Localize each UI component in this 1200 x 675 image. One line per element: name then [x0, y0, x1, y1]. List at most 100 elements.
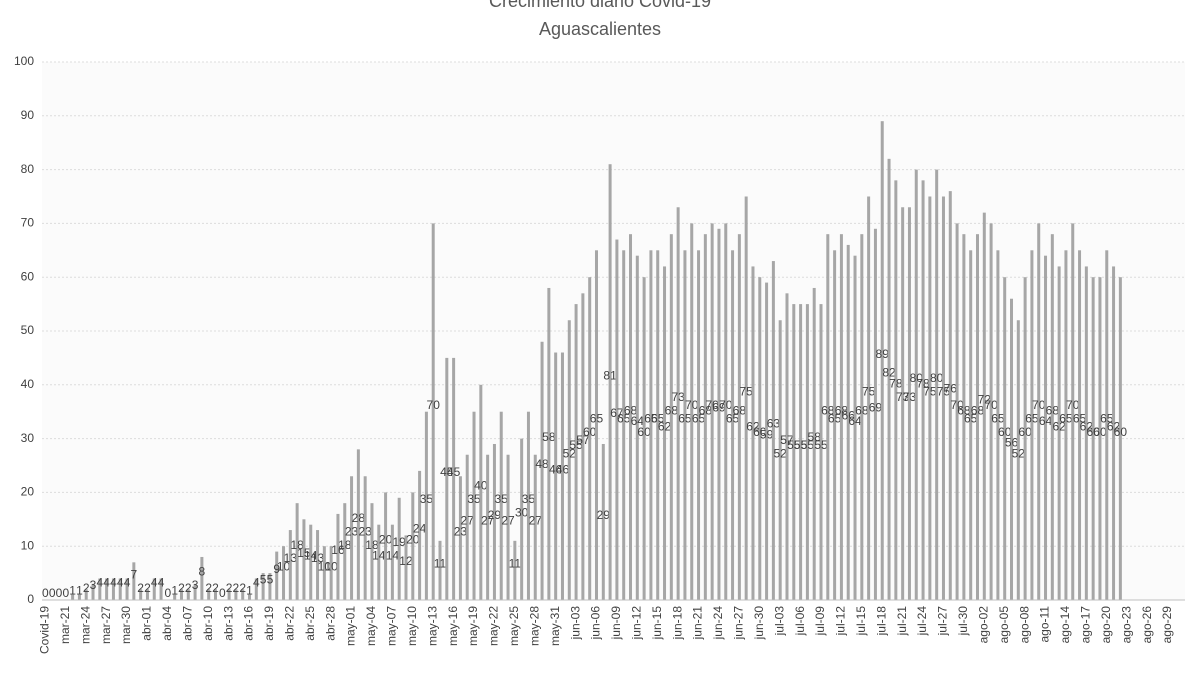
data-label: 70 — [984, 398, 998, 412]
bar — [424, 411, 428, 600]
bar — [955, 223, 959, 600]
x-tick-label: abr-04 — [160, 606, 174, 641]
data-label: 57 — [576, 433, 590, 447]
bar — [404, 535, 408, 600]
data-label: 11 — [434, 557, 447, 571]
bar — [520, 438, 524, 600]
data-label: 2 — [239, 581, 246, 595]
data-label: 69 — [869, 401, 883, 415]
bar — [731, 250, 735, 601]
x-tick-label: jul-24 — [915, 606, 929, 637]
x-tick-label: abr-28 — [323, 606, 337, 641]
data-label: 40 — [474, 479, 488, 493]
data-label: 75 — [923, 384, 937, 398]
bar — [363, 476, 367, 600]
bar — [588, 277, 592, 600]
bar — [819, 304, 823, 600]
bar — [322, 546, 326, 600]
data-label: 18 — [365, 538, 379, 552]
bar — [853, 255, 857, 600]
data-label: 23 — [345, 524, 359, 538]
y-tick-label: 90 — [21, 108, 35, 122]
data-label: 0 — [42, 586, 49, 600]
bar — [601, 443, 605, 600]
bar — [1030, 250, 1034, 601]
data-label: 27 — [481, 514, 495, 528]
x-tick-label: may-25 — [507, 606, 521, 646]
x-tick-label: may-04 — [364, 606, 378, 646]
data-label: 4 — [151, 575, 158, 589]
bar — [880, 121, 884, 601]
bar — [213, 589, 217, 600]
data-label: 52 — [774, 446, 788, 460]
data-label: 35 — [420, 492, 434, 506]
bar — [642, 277, 646, 600]
data-label: 27 — [529, 514, 543, 528]
bar — [914, 169, 918, 600]
data-label: 57 — [780, 433, 794, 447]
bar — [288, 530, 292, 600]
data-label: 2 — [185, 581, 192, 595]
bar — [785, 293, 789, 600]
data-label: 70 — [427, 398, 441, 412]
data-label: 80 — [930, 371, 944, 385]
x-tick-label: abr-07 — [180, 606, 194, 641]
data-label: 80 — [910, 371, 924, 385]
data-label: 52 — [1012, 446, 1026, 460]
data-label: 4 — [158, 575, 165, 589]
data-label: 64 — [848, 414, 862, 428]
bar — [526, 411, 530, 600]
bar — [826, 234, 830, 600]
data-label: 5 — [267, 573, 274, 587]
bar — [894, 180, 898, 601]
x-tick-label: jun-27 — [732, 606, 746, 641]
data-label: 70 — [705, 398, 719, 412]
data-label: 2 — [233, 581, 240, 595]
x-tick-label: abr-13 — [221, 606, 235, 641]
data-label: 35 — [522, 492, 536, 506]
x-tick-label: abr-25 — [303, 606, 317, 641]
plot-area — [42, 62, 1185, 600]
bar — [554, 352, 558, 600]
bar — [1112, 266, 1116, 600]
data-label: 60 — [1018, 425, 1032, 439]
data-label: 58 — [542, 430, 556, 444]
bar — [941, 196, 945, 600]
x-tick-label: may-13 — [425, 606, 439, 646]
x-tick-label: ago-08 — [1017, 606, 1031, 644]
data-label: 65 — [1059, 411, 1073, 425]
bar — [91, 583, 95, 600]
bar — [268, 573, 272, 600]
bar — [771, 261, 775, 600]
bar — [465, 454, 469, 600]
bar — [812, 287, 816, 600]
bar — [418, 470, 422, 600]
data-label: 2 — [212, 581, 219, 595]
x-tick-label: ago-23 — [1119, 606, 1133, 644]
data-label: 35 — [467, 492, 481, 506]
bar — [778, 320, 782, 600]
bar — [200, 556, 204, 600]
data-label: 58 — [808, 430, 822, 444]
data-label: 73 — [896, 390, 910, 404]
data-label: 52 — [563, 446, 577, 460]
bar — [887, 158, 891, 600]
data-label: 70 — [950, 398, 964, 412]
data-label: 70 — [685, 398, 699, 412]
bar — [254, 578, 258, 600]
data-label: 56 — [1005, 436, 1019, 450]
bar — [132, 562, 136, 600]
bar — [921, 180, 925, 601]
data-label: 89 — [876, 347, 890, 361]
bar — [656, 250, 660, 601]
bar — [152, 578, 156, 600]
data-label: 75 — [937, 384, 951, 398]
bar — [84, 589, 88, 600]
data-label: 1 — [69, 583, 76, 597]
data-label: 55 — [814, 438, 828, 452]
bar — [622, 250, 626, 601]
data-label: 76 — [944, 382, 958, 396]
bar — [703, 234, 707, 600]
data-label: 11 — [509, 557, 522, 571]
data-label: 1 — [171, 583, 178, 597]
